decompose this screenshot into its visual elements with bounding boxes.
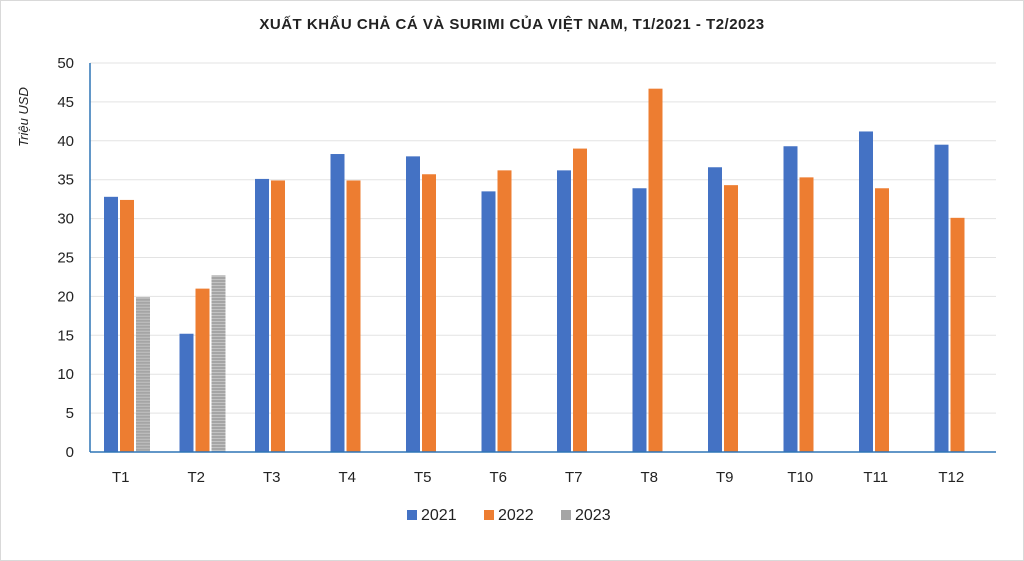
bar-2022-T7 xyxy=(573,148,587,452)
legend-label-2022: 2022 xyxy=(498,507,534,524)
bar-2022-T11 xyxy=(875,188,889,452)
legend-swatch-2021 xyxy=(407,510,417,520)
y-tick-label: 5 xyxy=(66,405,74,422)
legend-label-2023: 2023 xyxy=(575,507,611,524)
legend: 2021 2022 2023 xyxy=(407,507,611,524)
bar-2022-T10 xyxy=(799,177,814,452)
x-tick-label: T11 xyxy=(863,469,888,486)
x-tick-label: T2 xyxy=(187,469,205,486)
y-tick-label: 0 xyxy=(66,444,74,461)
legend-label-2021: 2021 xyxy=(421,507,457,524)
x-tick-label: T9 xyxy=(716,469,734,486)
bars xyxy=(104,88,965,453)
bar-2022-T3 xyxy=(271,180,285,452)
bar-2022-T12 xyxy=(950,217,965,452)
x-tick-label: T10 xyxy=(787,469,813,486)
x-tick-label: T4 xyxy=(338,469,356,486)
bar-2022-T4 xyxy=(346,180,361,452)
bar-2022-T8 xyxy=(648,88,663,452)
legend-swatch-2023 xyxy=(561,510,571,520)
y-tick-label: 10 xyxy=(57,366,74,383)
y-tick-label: 15 xyxy=(57,327,74,344)
bar-2022-T5 xyxy=(422,174,436,452)
axes xyxy=(89,63,996,453)
x-tick-label: T1 xyxy=(112,469,130,486)
x-tick-label: T3 xyxy=(263,469,281,486)
bar-2021-T2 xyxy=(179,333,194,452)
chart-title: XUẤT KHẨU CHẢ CÁ VÀ SURIMI CỦA VIỆT NAM,… xyxy=(259,16,765,33)
bar-2021-T1 xyxy=(104,196,118,452)
bar-2021-T10 xyxy=(783,146,798,452)
bar-2021-T9 xyxy=(708,167,722,452)
x-tick-labels: T1 T2 T3 T4 T5 T6 T7 T8 T9 T10 T11 T12 xyxy=(112,469,964,486)
bar-2022-T1 xyxy=(120,199,134,452)
bar-2021-T8 xyxy=(632,188,647,452)
x-tick-label: T5 xyxy=(414,469,432,486)
y-tick-label: 20 xyxy=(57,288,74,305)
gridlines xyxy=(90,62,996,414)
y-tick-labels: 0 5 10 15 20 25 30 35 40 45 50 xyxy=(57,55,74,461)
x-tick-label: T12 xyxy=(938,469,964,486)
y-tick-label: 35 xyxy=(57,172,74,189)
bar-2021-T11 xyxy=(859,131,873,453)
legend-swatch-2022 xyxy=(484,510,494,520)
y-tick-label: 30 xyxy=(57,211,74,228)
x-tick-label: T6 xyxy=(489,469,507,486)
y-tick-label: 45 xyxy=(57,94,74,111)
y-axis-label: Triệu USD xyxy=(16,87,31,147)
bar-2022-T2 xyxy=(195,288,210,452)
bar-2023-T1 xyxy=(136,297,150,452)
bar-2021-T5 xyxy=(406,156,420,453)
x-tick-label: T7 xyxy=(565,469,583,486)
y-tick-label: 25 xyxy=(57,250,74,267)
bar-2021-T7 xyxy=(557,170,571,452)
bar-2021-T3 xyxy=(255,178,269,452)
bar-2022-T9 xyxy=(724,185,738,452)
y-tick-label: 40 xyxy=(57,133,74,150)
y-tick-label: 50 xyxy=(57,55,74,72)
bar-2021-T12 xyxy=(934,144,949,452)
bar-2021-T4 xyxy=(330,154,345,452)
x-tick-label: T8 xyxy=(640,469,658,486)
bar-2022-T6 xyxy=(497,170,512,452)
bar-2021-T6 xyxy=(481,191,496,452)
